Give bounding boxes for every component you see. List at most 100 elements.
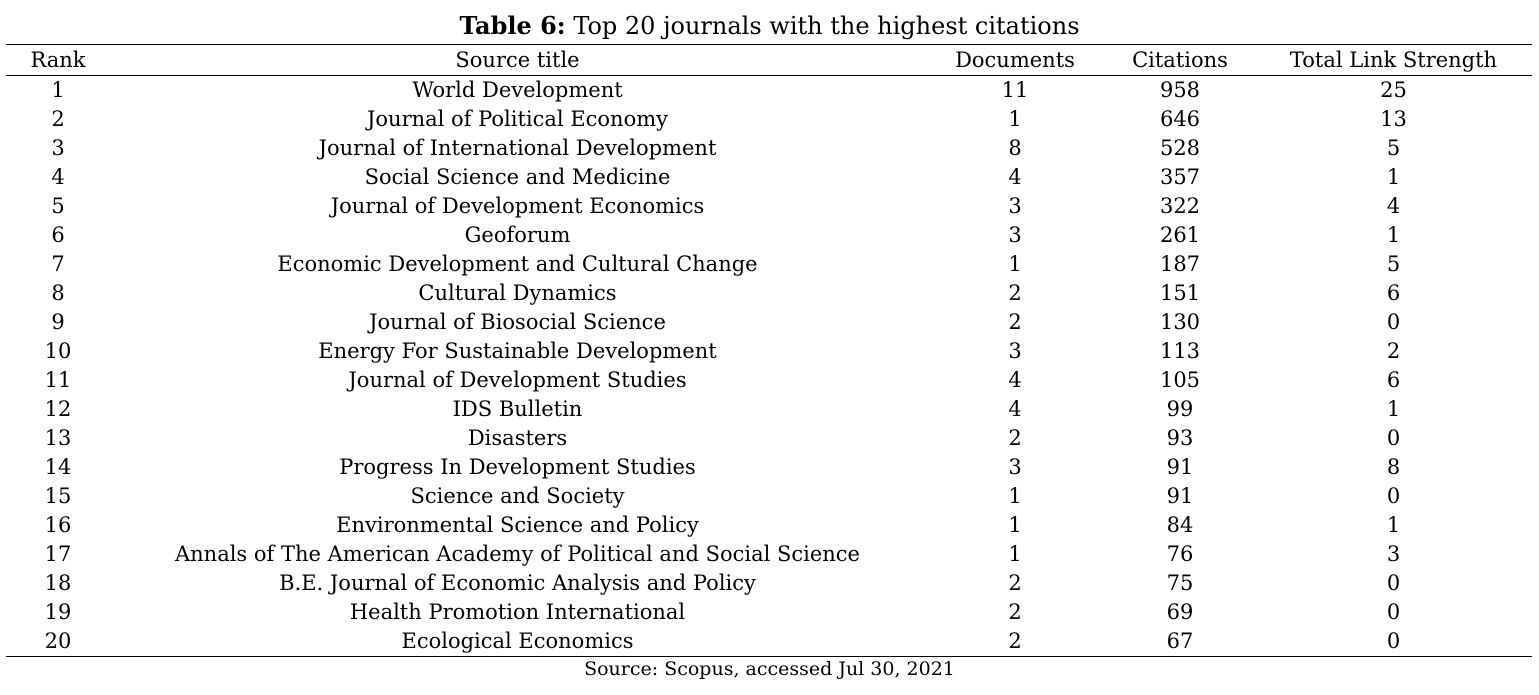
cell-rank: 16 (44, 513, 72, 537)
cell-citations: 93 (1166, 426, 1194, 450)
cell-total-link-strength: 1 (1386, 513, 1401, 537)
cell-citations: 261 (1159, 223, 1201, 247)
cell-citations: 99 (1166, 397, 1194, 421)
cell-total-link-strength: 5 (1386, 252, 1401, 276)
cell-citations: 130 (1159, 310, 1201, 334)
cell-rank: 10 (44, 339, 72, 363)
cell-citations: 91 (1166, 484, 1194, 508)
cell-documents: 2 (1008, 600, 1022, 624)
cell-rank: 12 (44, 397, 72, 421)
cell-source-title: Disasters (467, 426, 568, 450)
cell-documents: 3 (1008, 223, 1022, 247)
cell-rank: 6 (51, 223, 65, 247)
cell-rank: 3 (51, 136, 65, 160)
table-caption-label: Table 6: (459, 11, 566, 40)
cell-total-link-strength: 0 (1386, 310, 1401, 334)
table-row: 13 Disasters 2 93 0 (6, 424, 1532, 453)
cell-documents: 3 (1008, 194, 1022, 218)
cell-documents: 2 (1008, 281, 1022, 305)
cell-citations: 187 (1159, 252, 1201, 276)
source-note: Source: Scopus, accessed Jul 30, 2021 (584, 658, 955, 680)
cell-source-title: Economic Development and Cultural Change (277, 252, 758, 276)
cell-citations: 151 (1159, 281, 1201, 305)
cell-citations: 528 (1159, 136, 1201, 160)
cell-citations: 76 (1166, 542, 1194, 566)
table-caption-text: Top 20 journals with the highest citatio… (573, 12, 1080, 40)
cell-source-title: Journal of International Development (318, 136, 717, 160)
column-header-citations: Citations (1105, 44, 1255, 76)
cell-source-title: Annals of The American Academy of Politi… (174, 542, 860, 566)
column-header-total-link-strength: Total Link Strength (1255, 44, 1532, 76)
cell-rank: 2 (51, 107, 65, 131)
table-row: 18 B.E. Journal of Economic Analysis and … (6, 569, 1532, 598)
table-row: 12 IDS Bulletin 4 99 1 (6, 395, 1532, 424)
cell-total-link-strength: 4 (1386, 194, 1401, 218)
cell-total-link-strength: 0 (1386, 426, 1401, 450)
cell-citations: 67 (1105, 627, 1255, 657)
cell-total-link-strength: 0 (1386, 571, 1401, 595)
cell-citations: 91 (1166, 455, 1194, 479)
table-row: 17 Annals of The American Academy of Poli… (6, 540, 1532, 569)
cell-documents: 2 (1008, 571, 1022, 595)
cell-source-title: B.E. Journal of Economic Analysis and Po… (279, 571, 756, 595)
cell-rank: 8 (51, 281, 65, 305)
cell-total-link-strength: 1 (1386, 397, 1401, 421)
column-header-documents: Documents (925, 44, 1105, 76)
cell-source-title: Health Promotion International (349, 600, 686, 624)
cell-documents: 11 (1001, 78, 1029, 102)
table-row: 11 Journal of Development Studies 4 105 6 (6, 366, 1532, 395)
cell-total-link-strength: 1 (1386, 165, 1401, 189)
cell-source-title: Journal of Development Economics (330, 194, 705, 218)
table-row: 10 Energy For Sustainable Development 3 113… (6, 337, 1532, 366)
cell-citations: 84 (1166, 513, 1194, 537)
cell-source-title: Social Science and Medicine (364, 165, 671, 189)
table-header-row: Rank Source title Documents Citations To… (6, 44, 1532, 76)
cell-rank: 18 (44, 571, 72, 595)
cell-documents: 4 (1008, 368, 1022, 392)
cell-documents: 8 (1008, 136, 1022, 160)
journals-table: Rank Source title Documents Citations To… (6, 44, 1532, 657)
cell-total-link-strength: 25 (1380, 78, 1407, 102)
table-row: 15 Science and Society 1 91 0 (6, 482, 1532, 511)
cell-source-title: Journal of Political Economy (366, 107, 668, 131)
cell-citations: 75 (1166, 571, 1194, 595)
table-row: 20 Ecological Economics 2 67 0 (6, 627, 1532, 657)
table-row: 16 Environmental Science and Policy 1 84 1 (6, 511, 1532, 540)
cell-documents: 3 (1008, 339, 1022, 363)
table-row: 3 Journal of International Development 8 52… (6, 134, 1532, 163)
column-header-source-title: Source title (110, 44, 925, 76)
cell-total-link-strength: 1 (1386, 223, 1401, 247)
cell-total-link-strength: 3 (1386, 542, 1401, 566)
cell-documents: 2 (1008, 310, 1022, 334)
cell-source-title: World Development (412, 78, 623, 102)
cell-citations: 113 (1159, 339, 1201, 363)
table-row: 14 Progress In Development Studies 3 91 8 (6, 453, 1532, 482)
cell-citations: 958 (1159, 78, 1201, 102)
cell-citations: 646 (1159, 107, 1201, 131)
cell-rank: 15 (44, 484, 72, 508)
cell-rank: 11 (44, 368, 72, 392)
cell-documents: 4 (1008, 397, 1022, 421)
table-row: 7 Economic Development and Cultural Chang… (6, 250, 1532, 279)
cell-citations: 105 (1159, 368, 1201, 392)
cell-source-title: Cultural Dynamics (418, 281, 617, 305)
table-row: 4 Social Science and Medicine 4 357 1 (6, 163, 1532, 192)
cell-documents: 1 (1008, 252, 1022, 276)
cell-rank: 4 (51, 165, 65, 189)
table-row: 8 Cultural Dynamics 2 151 6 (6, 279, 1532, 308)
cell-documents: 4 (1008, 165, 1022, 189)
cell-source-title: Journal of Biosocial Science (369, 310, 666, 334)
cell-source-title: Progress In Development Studies (339, 455, 696, 479)
cell-rank: 1 (51, 78, 65, 102)
cell-source-title: Ecological Economics (110, 627, 925, 657)
cell-rank: 14 (44, 455, 72, 479)
cell-source-title: Environmental Science and Policy (336, 513, 699, 537)
column-header-rank: Rank (6, 44, 110, 76)
cell-documents: 1 (1008, 484, 1022, 508)
cell-documents: 3 (1008, 455, 1022, 479)
cell-total-link-strength: 0 (1386, 484, 1401, 508)
cell-rank: 13 (44, 426, 72, 450)
cell-total-link-strength: 6 (1386, 281, 1401, 305)
table-row: 1 World Development 11 958 25 (6, 76, 1532, 106)
cell-citations: 69 (1166, 600, 1194, 624)
